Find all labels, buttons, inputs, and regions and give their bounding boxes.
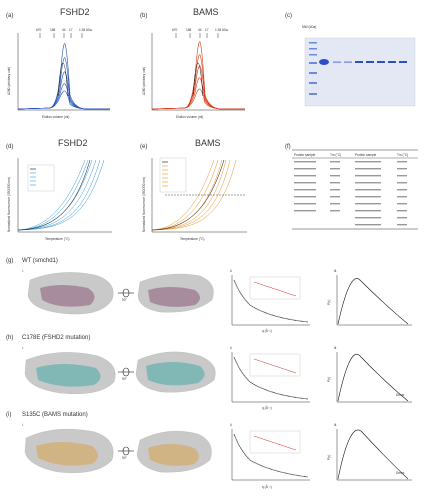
panel-i-title: S135C (BAMS mutation) — [22, 412, 88, 418]
panel-a-curves — [17, 43, 110, 110]
panel-g-sub-iii: iii. — [334, 269, 337, 273]
panel-e-ylabel: Normalized fluorescence (350/330 nm) — [142, 177, 146, 232]
panel-f-letter: (f) — [285, 144, 291, 150]
panel-g-letter: (g) — [6, 258, 13, 264]
rotation-arrow-i — [118, 446, 134, 456]
panel-a-xlabel: Elution volume (ml) — [42, 115, 69, 119]
panel-a-wt-curve — [57, 62, 69, 97]
h-guinier-inset — [249, 353, 301, 377]
panel-i-letter: (i) — [6, 412, 11, 418]
rotation-label: 90° — [122, 298, 128, 302]
c178e-model-left — [36, 364, 101, 387]
i-saxs-curve — [233, 433, 309, 478]
g-guinier-fit — [253, 281, 297, 297]
h-dmax-label: Dmax — [396, 393, 405, 397]
gel-sample-bands — [319, 59, 407, 65]
panel-e-legend-lines — [162, 161, 168, 187]
i-dmax-label: Dmax — [396, 471, 405, 475]
marker-158: 158 — [50, 28, 56, 32]
panel-c-letter: (c) — [285, 13, 292, 19]
panel-e-xlabel: Temperature (°C) — [180, 237, 204, 241]
tm-table-header-sample-2: Protein sample — [355, 153, 376, 157]
h-pr-ylabel: P(r) — [327, 377, 331, 382]
panel-e-title: BAMS — [195, 138, 221, 148]
h-pr-curve — [337, 354, 409, 402]
panel-e-wt-curve — [151, 159, 225, 231]
panel-e-letter: (e) — [140, 144, 147, 150]
wt-model-left — [40, 285, 95, 307]
panel-b-wt-curve — [192, 62, 204, 97]
g-saxs-xlabel: q (Å⁻¹) — [262, 328, 272, 333]
marker-17: 17 — [69, 28, 73, 32]
panel-d-xlabel: Temperature (°C) — [45, 237, 69, 241]
i-saxs-xlabel: q (Å⁻¹) — [262, 484, 272, 489]
panel-h-title: C178E (FSHD2 mutation) — [22, 335, 90, 341]
i-pr-curve — [337, 429, 409, 480]
marker-135: 1.35 kDa — [215, 28, 228, 32]
gel-background — [304, 37, 416, 107]
panel-i-sub-i: i. — [22, 423, 24, 427]
panel-b-markers: 670 158 44 17 1.35 kDa — [172, 28, 228, 38]
panel-h-letter: (h) — [6, 335, 13, 341]
tm-table-header-tm: Tm (°C) — [330, 153, 341, 157]
marker-44: 44 — [198, 28, 202, 32]
rotation-arrow-h — [118, 367, 134, 377]
panel-h-sub-i: i. — [22, 346, 24, 350]
i-pr-ylabel: P(r) — [327, 455, 331, 460]
g-pr-curve — [337, 278, 409, 325]
panel-e-legend — [159, 157, 187, 193]
i-guinier-fit — [253, 435, 297, 451]
panel-b-letter: (b) — [140, 13, 147, 19]
panel-h-sub-ii: ii. — [230, 346, 232, 350]
rotation-label-i: 90° — [122, 456, 128, 460]
h-guinier-fit — [253, 358, 297, 374]
panel-a-title: FSHD2 — [60, 7, 90, 17]
h-saxs-curve — [233, 356, 309, 400]
tm-table-header-tm-2: Tm (°C) — [397, 153, 408, 157]
panel-d-letter: (d) — [6, 144, 13, 150]
marker-670: 670 — [172, 28, 178, 32]
panel-g-sub-i: i. — [22, 269, 24, 273]
panel-a-letter: (a) — [6, 13, 13, 19]
g-pr-ylabel: P(r) — [327, 300, 331, 305]
panel-a-ylabel: A280 (arbitrary unit) — [7, 67, 11, 95]
marker-17: 17 — [205, 28, 209, 32]
marker-44: 44 — [62, 28, 66, 32]
s135c-model-right — [148, 444, 199, 466]
panel-h-sub-iii: iii. — [334, 346, 337, 350]
marker-670: 670 — [36, 28, 42, 32]
panel-i-sub-ii: ii. — [230, 423, 232, 427]
panel-g-title: WT (smchd1) — [22, 258, 58, 264]
panel-d-wt-curve — [17, 159, 91, 231]
gel-mw-label: MW (kDa) — [302, 25, 316, 29]
i-guinier-inset — [249, 430, 301, 454]
tm-table-header-sample: Protein sample — [294, 153, 315, 157]
c178e-model-right — [146, 362, 205, 386]
panel-b-title: BAMS — [193, 7, 219, 17]
panel-d-title: FSHD2 — [58, 138, 88, 148]
panel-b-curves — [151, 41, 245, 110]
rotation-label-h: 90° — [122, 377, 128, 381]
panel-d-ylabel: Normalized fluorescence (350/330 nm) — [7, 177, 11, 232]
gel-ladder — [309, 42, 317, 95]
panel-d-legend — [27, 164, 55, 192]
g-saxs-curve — [233, 279, 309, 323]
panel-i-sub-iii: iii. — [334, 423, 337, 427]
panel-b-ylabel: A280 (arbitrary unit) — [142, 67, 146, 95]
panel-b-xlabel: Elution volume (ml) — [176, 115, 203, 119]
panel-a-markers: 670 158 44 17 1.35 kDa — [36, 28, 92, 38]
tm-table: Protein sample Tm (°C) Protein sample Tm… — [292, 149, 418, 230]
s135c-model-left — [36, 442, 98, 466]
marker-135: 1.35 kDa — [79, 28, 92, 32]
panel-g-sub-ii: ii. — [230, 269, 232, 273]
marker-158: 158 — [186, 28, 192, 32]
wt-model-right — [148, 287, 200, 307]
rotation-arrow — [118, 288, 134, 298]
h-saxs-xlabel: q (Å⁻¹) — [262, 405, 272, 410]
panel-d-legend-lines — [30, 168, 36, 186]
g-guinier-inset — [249, 276, 301, 300]
